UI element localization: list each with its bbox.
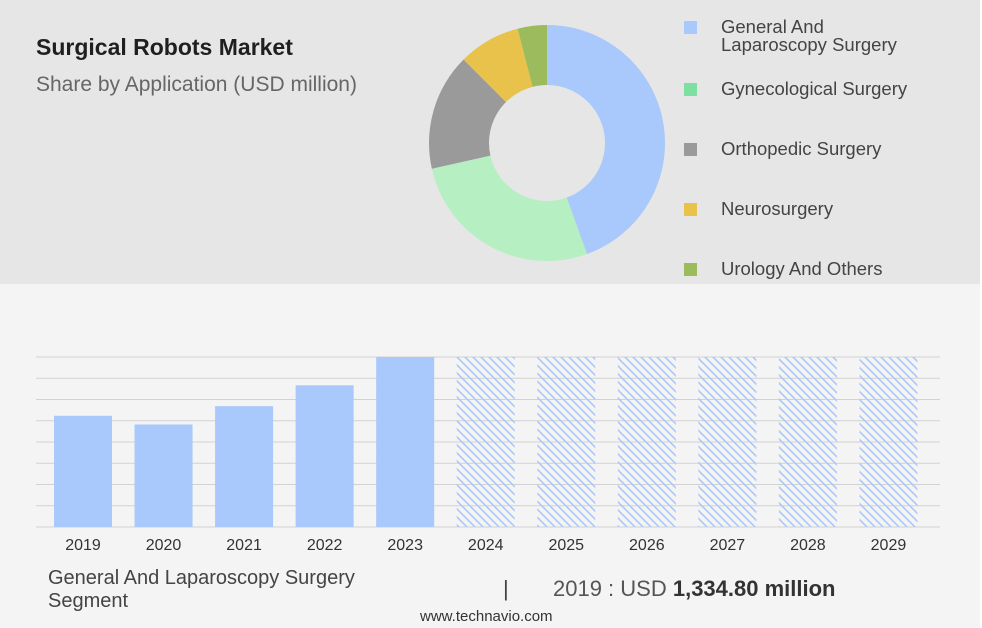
legend-item-gynecological: Gynecological Surgery [684,76,974,98]
donut-slice-urology-and-others [517,25,547,87]
legend-label-general-laparoscopy-line-2: Laparoscopy Surgery [721,34,897,55]
legend-swatch-orthopedic [684,143,697,156]
bar-2021 [215,406,274,527]
footer-separator: | [503,576,509,601]
legend-label-gynecological: Gynecological Surgery [721,78,908,99]
segment-label: General And Laparoscopy Surgery Segment [48,567,468,613]
x-tick-label-2022: 2022 [307,537,343,554]
bar-forecast-2026 [617,357,676,527]
donut-slice-neurosurgery [463,28,533,102]
legend-label-orthopedic: Orthopedic Surgery [721,138,882,159]
x-tick-label-2028: 2028 [790,537,826,554]
bar-2022 [295,385,354,527]
x-tick-label-2020: 2020 [146,537,182,554]
legend-label-general-laparoscopy: General And Laparoscopy Surgery [721,14,897,54]
x-tick-label-2021: 2021 [226,537,262,554]
segment-value-amount: 1,334.80 million [672,576,836,601]
bar-forecast-2027 [698,357,757,527]
legend-item-urology: Urology And Others [684,256,974,278]
legend-swatch-urology [684,263,697,276]
bar-chart: 2019 2020 2021 2022 2023 2024 2025 2026 2027 2028… [36,356,940,554]
legend-swatch-neurosurgery [684,203,697,216]
bar-2023 [376,357,435,527]
bar-forecast-2024 [456,357,515,527]
x-tick-label-2023: 2023 [387,537,423,554]
donut-slice-orthopedic-surgery [429,59,506,169]
chart-subtitle: Share by Application (USD million) [36,73,357,96]
donut-chart [429,25,665,261]
legend-swatch-general-laparoscopy [684,21,697,34]
bar-forecast-2025 [537,357,596,527]
bar-2019 [54,415,112,527]
segment-value-prefix: 2019 : USD [553,576,673,601]
x-tick-label-2024: 2024 [468,537,504,554]
x-tick-label-2026: 2026 [629,537,665,554]
legend-swatch-gynecological [684,83,697,96]
legend-label-neurosurgery: Neurosurgery [721,198,834,219]
x-tick-label-2019: 2019 [65,537,101,554]
x-tick-label-2027: 2027 [710,537,746,554]
bar-forecast-2028 [778,357,837,527]
segment-label-line-2: Segment [48,590,129,612]
bar-2020 [134,424,193,527]
legend-label-general-laparoscopy-line-1: General And [721,16,824,37]
segment-value: 2019 : USD 1,334.80 million [553,576,835,602]
legend-item-orthopedic: Orthopedic Surgery [684,136,974,158]
bar-forecast-2029 [859,357,918,527]
donut-slice-general-and-laparoscopy-surgery [547,25,665,255]
x-tick-label-2029: 2029 [871,537,907,554]
legend-item-neurosurgery: Neurosurgery [684,196,974,218]
source-credit: www.technavio.com [420,608,553,625]
donut-slice-gynecological-surgery [431,155,587,261]
x-tick-label-2025: 2025 [548,537,584,554]
legend-label-urology: Urology And Others [721,258,883,279]
chart-title: Surgical Robots Market [36,34,293,60]
segment-label-line-1: General And Laparoscopy Surgery [48,567,355,589]
legend-item-general-laparoscopy: General And Laparoscopy Surgery [684,14,974,54]
